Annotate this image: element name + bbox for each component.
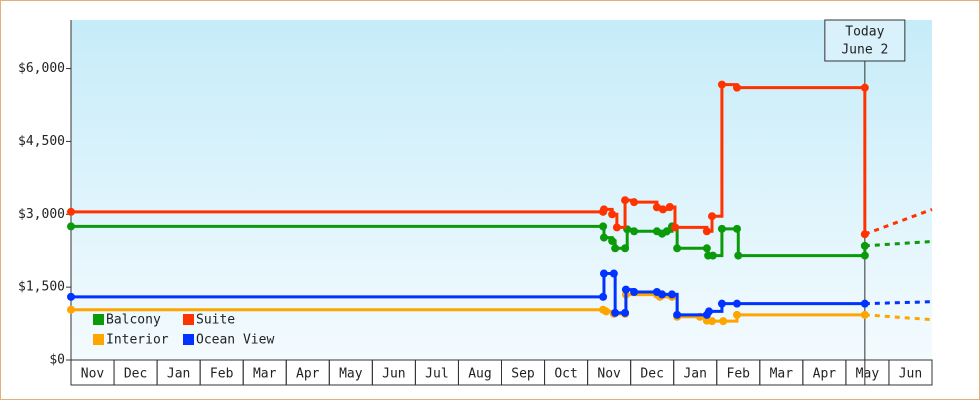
data-point: [860, 83, 869, 92]
data-point: [599, 269, 608, 278]
legend-label: Ocean View: [196, 333, 274, 348]
x-tick-label: Nov: [597, 367, 621, 382]
data-point: [732, 299, 741, 308]
x-tick-label: Jan: [683, 367, 706, 382]
legend-swatch: [183, 334, 194, 345]
data-point: [630, 227, 639, 236]
x-tick-label: Mar: [253, 367, 277, 382]
data-point: [734, 251, 743, 260]
legend-label: Interior: [106, 333, 169, 348]
data-point: [719, 317, 728, 326]
x-tick-label: Feb: [727, 367, 751, 382]
data-point: [702, 244, 711, 253]
data-point: [670, 223, 679, 232]
y-tick-label: $3,000: [18, 207, 65, 222]
data-point: [860, 251, 869, 260]
x-tick-label: Jan: [167, 367, 190, 382]
month-cell: [888, 359, 933, 386]
y-tick-label: $6,000: [18, 61, 65, 76]
data-point: [860, 241, 869, 250]
data-point: [621, 285, 630, 294]
data-point: [708, 251, 717, 260]
x-tick-label: Oct: [554, 367, 577, 382]
data-point: [67, 305, 75, 314]
x-tick-label: Dec: [640, 367, 663, 382]
data-point: [612, 223, 621, 232]
legend-swatch: [183, 314, 194, 325]
x-tick-label: Mar: [770, 367, 794, 382]
data-point: [860, 230, 869, 239]
data-point: [599, 233, 608, 242]
data-point: [732, 310, 741, 319]
legend-swatch: [93, 334, 104, 345]
data-point: [717, 224, 726, 233]
x-tick-label: May: [339, 367, 363, 382]
data-point: [860, 310, 869, 319]
data-point: [732, 83, 741, 92]
data-point: [621, 244, 630, 253]
x-tick-label: Jun: [899, 367, 922, 382]
data-point: [608, 210, 617, 219]
data-point: [602, 307, 611, 316]
y-tick-label: $1,500: [18, 280, 65, 295]
x-tick-label: Sep: [511, 367, 535, 382]
forecast-line: [864, 313, 933, 322]
data-point: [67, 292, 75, 301]
x-tick-label: Aug: [468, 367, 491, 382]
forecast-line: [864, 300, 933, 306]
data-point: [67, 222, 75, 231]
data-point: [599, 292, 608, 301]
legend-swatch: [93, 314, 104, 325]
x-tick-label: Dec: [124, 367, 147, 382]
data-point: [662, 227, 671, 236]
x-tick-label: Jun: [382, 367, 405, 382]
data-point: [611, 308, 620, 317]
legend-label: Balcony: [106, 313, 161, 328]
data-point: [702, 227, 711, 236]
data-point: [599, 205, 608, 214]
data-point: [630, 288, 639, 296]
x-tick-label: May: [856, 367, 880, 382]
data-point: [621, 308, 630, 317]
data-point: [599, 222, 608, 231]
data-point: [708, 317, 717, 326]
data-point: [652, 203, 661, 212]
data-point: [630, 198, 639, 207]
today-label: June 2: [841, 43, 888, 58]
data-point: [658, 290, 667, 299]
data-point: [673, 310, 682, 319]
forecast-line: [864, 239, 933, 248]
data-point: [609, 269, 618, 278]
data-point: [667, 290, 676, 299]
data-point: [611, 244, 620, 253]
data-point: [673, 244, 682, 253]
data-point: [67, 207, 75, 216]
forecast-line: [864, 208, 933, 236]
legend-label: Suite: [196, 313, 235, 328]
data-point: [665, 203, 674, 211]
data-point: [705, 307, 714, 316]
data-point: [708, 212, 717, 221]
x-tick-label: Feb: [210, 367, 234, 382]
data-point: [860, 299, 869, 308]
today-box: [824, 19, 906, 62]
data-point: [732, 224, 741, 233]
data-point: [658, 205, 667, 214]
today-label: Today: [845, 25, 884, 40]
x-tick-label: Apr: [813, 367, 837, 382]
x-tick-label: Apr: [296, 367, 320, 382]
y-tick-label: $4,500: [18, 134, 65, 149]
x-tick-label: Nov: [81, 367, 105, 382]
y-tick-label: $0: [49, 353, 65, 368]
x-tick-label: Jul: [425, 367, 448, 382]
data-point: [621, 196, 630, 205]
data-point: [608, 237, 617, 245]
data-point: [717, 299, 726, 308]
data-point: [717, 80, 726, 89]
